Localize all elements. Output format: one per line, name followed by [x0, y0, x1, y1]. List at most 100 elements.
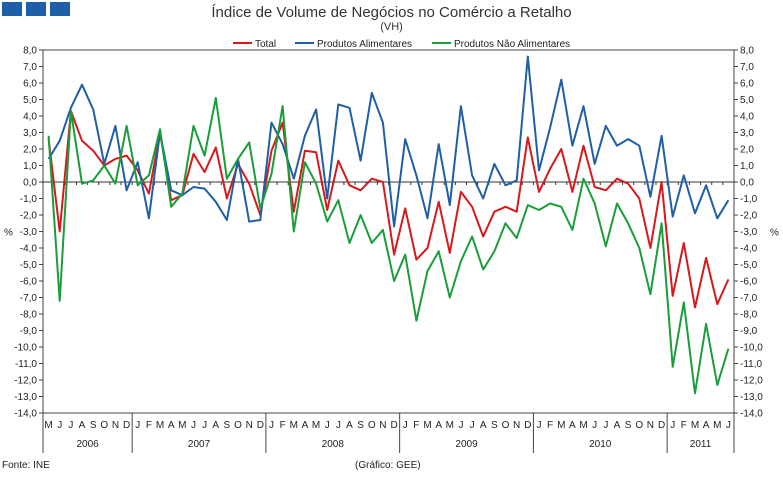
y-tick-label-left: -4,0 [20, 244, 38, 255]
y-axis-label-left: % [4, 228, 13, 239]
x-year-label: 2009 [455, 439, 478, 450]
brand-logo [2, 2, 70, 16]
x-month-label: F [681, 420, 687, 431]
y-tick-label-left: -2,0 [20, 211, 38, 222]
x-month-label: J [68, 420, 73, 431]
x-month-label: S [625, 420, 632, 431]
x-month-label: N [647, 420, 654, 431]
x-month-label: J [202, 420, 207, 431]
x-month-label: D [658, 420, 665, 431]
y-tick-label-right: -4,0 [740, 244, 758, 255]
x-month-label: A [212, 420, 219, 431]
graphic-credit: (Gráfico: GEE) [355, 460, 421, 471]
x-month-label: M [156, 420, 164, 431]
y-tick-label-left: 6,0 [23, 79, 37, 90]
source-label: Fonte: INE [2, 460, 50, 471]
x-month-label: F [547, 420, 553, 431]
x-month-label: A [168, 420, 175, 431]
x-month-label: M [579, 420, 587, 431]
x-month-label: O [635, 420, 643, 431]
x-year-label: 2007 [188, 439, 211, 450]
x-month-label: F [280, 420, 286, 431]
x-month-label: J [135, 420, 140, 431]
x-month-label: J [603, 420, 608, 431]
x-month-label: J [536, 420, 541, 431]
x-month-label: A [435, 420, 442, 431]
series-line-3 [47, 96, 730, 395]
x-month-label: O [100, 420, 108, 431]
y-tick-label-right: 2,0 [740, 145, 754, 156]
y-tick-label-right: -1,0 [740, 194, 758, 205]
x-month-label: O [368, 420, 376, 431]
y-tick-label-left: 2,0 [23, 145, 37, 156]
y-axis-label-right: % [770, 228, 779, 239]
x-month-label: A [346, 420, 353, 431]
series-line-2 [47, 55, 730, 228]
y-tick-label-left: -1,0 [20, 194, 38, 205]
y-tick-label-left: 0,0 [23, 178, 37, 189]
y-tick-label-left: -13,0 [14, 392, 37, 403]
x-year-label: 2011 [690, 439, 712, 450]
x-month-label: N [513, 420, 520, 431]
y-tick-label-right: 3,0 [740, 128, 754, 139]
y-tick-label-left: 5,0 [23, 95, 37, 106]
x-month-label: N [112, 420, 119, 431]
y-tick-label-left: -5,0 [20, 260, 38, 271]
x-month-label: A [614, 420, 621, 431]
x-month-label: S [90, 420, 97, 431]
x-month-label: A [703, 420, 710, 431]
y-tick-label-left: -6,0 [20, 277, 38, 288]
y-tick-label-right: 0,0 [740, 178, 754, 189]
y-tick-label-right: -13,0 [740, 392, 763, 403]
x-month-label: J [470, 420, 475, 431]
x-month-label: J [403, 420, 408, 431]
y-tick-label-right: 1,0 [740, 161, 754, 172]
y-tick-label-left: 8,0 [23, 46, 37, 57]
y-tick-label-left: -8,0 [20, 310, 38, 321]
x-year-label: 2008 [322, 439, 345, 450]
x-month-label: J [57, 420, 62, 431]
x-month-label: J [336, 420, 341, 431]
y-tick-label-left: 1,0 [23, 161, 37, 172]
y-tick-label-right: -14,0 [740, 409, 763, 420]
y-tick-label-right: 5,0 [740, 95, 754, 106]
y-tick-label-right: -7,0 [740, 293, 758, 304]
x-month-label: J [269, 420, 274, 431]
x-month-label: D [524, 420, 531, 431]
x-month-label: J [726, 420, 731, 431]
x-month-label: J [325, 420, 330, 431]
x-month-label: J [670, 420, 675, 431]
y-tick-label-right: -6,0 [740, 277, 758, 288]
y-tick-label-left: -9,0 [20, 326, 38, 337]
x-month-label: M [312, 420, 320, 431]
y-tick-label-right: -12,0 [740, 376, 763, 387]
plot-area [42, 49, 735, 414]
x-month-label: M [44, 420, 52, 431]
x-month-label: F [146, 420, 152, 431]
chart-subtitle: (VH) [380, 21, 403, 33]
x-month-label: A [569, 420, 576, 431]
y-tick-label-left: -14,0 [14, 409, 37, 420]
y-tick-label-right: -5,0 [740, 260, 758, 271]
y-tick-label-left: -7,0 [20, 293, 38, 304]
x-month-label: M [290, 420, 298, 431]
y-tick-label-right: 4,0 [740, 112, 754, 123]
x-month-label: M [713, 420, 721, 431]
y-tick-label-right: -8,0 [740, 310, 758, 321]
y-tick-label-left: -12,0 [14, 376, 37, 387]
x-month-label: S [357, 420, 364, 431]
x-month-label: O [234, 420, 242, 431]
y-tick-label-left: 4,0 [23, 112, 37, 123]
y-tick-label-right: 6,0 [740, 79, 754, 90]
x-month-label: D [123, 420, 130, 431]
x-month-label: M [178, 420, 186, 431]
legend-label: Produtos Alimentares [317, 39, 412, 50]
x-month-label: S [224, 420, 231, 431]
x-month-label: M [446, 420, 454, 431]
x-year-label: 2010 [589, 439, 612, 450]
x-month-label: D [390, 420, 397, 431]
x-month-label: N [246, 420, 253, 431]
y-tick-label-left: 3,0 [23, 128, 37, 139]
y-tick-label-right: -11,0 [740, 359, 762, 370]
x-month-label: F [413, 420, 419, 431]
